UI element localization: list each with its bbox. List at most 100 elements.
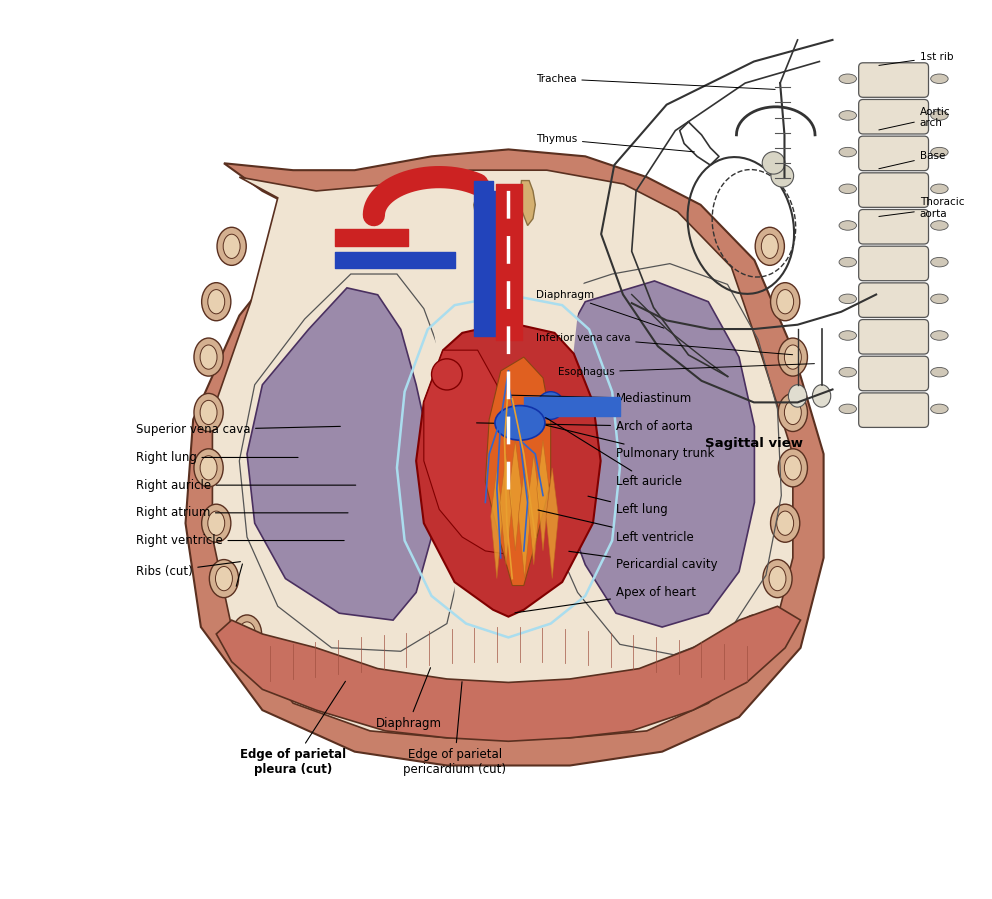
Polygon shape — [212, 170, 793, 738]
Text: Left lung: Left lung — [588, 496, 668, 516]
Ellipse shape — [500, 218, 517, 227]
FancyBboxPatch shape — [859, 100, 929, 134]
Circle shape — [762, 152, 785, 174]
Polygon shape — [247, 288, 432, 620]
FancyBboxPatch shape — [859, 136, 929, 171]
Ellipse shape — [779, 338, 807, 376]
Ellipse shape — [777, 512, 794, 535]
Ellipse shape — [194, 394, 223, 432]
Text: Left auricle: Left auricle — [546, 417, 682, 488]
FancyBboxPatch shape — [859, 283, 929, 317]
Ellipse shape — [432, 359, 462, 390]
Polygon shape — [537, 441, 550, 551]
Ellipse shape — [200, 345, 217, 369]
Ellipse shape — [238, 622, 256, 646]
Text: Arch of aorta: Arch of aorta — [476, 420, 692, 432]
Ellipse shape — [839, 111, 856, 120]
Text: Base: Base — [879, 151, 945, 169]
Ellipse shape — [194, 449, 223, 487]
Ellipse shape — [839, 331, 856, 340]
Ellipse shape — [763, 559, 792, 598]
Text: Right auricle: Right auricle — [136, 478, 356, 492]
FancyBboxPatch shape — [859, 246, 929, 280]
Text: Apex of heart: Apex of heart — [515, 586, 696, 613]
Ellipse shape — [779, 394, 807, 432]
Ellipse shape — [207, 289, 225, 314]
Ellipse shape — [500, 204, 517, 212]
Ellipse shape — [785, 456, 802, 480]
Ellipse shape — [538, 392, 564, 419]
Ellipse shape — [930, 294, 948, 304]
Text: Mediastinum: Mediastinum — [511, 392, 692, 405]
Ellipse shape — [839, 405, 856, 414]
FancyBboxPatch shape — [859, 173, 929, 208]
Text: Sagittal view: Sagittal view — [705, 437, 803, 450]
FancyBboxPatch shape — [859, 393, 929, 427]
Polygon shape — [546, 467, 558, 579]
Ellipse shape — [930, 368, 948, 377]
Circle shape — [771, 165, 794, 187]
Text: Diaphragm: Diaphragm — [375, 668, 441, 730]
Polygon shape — [519, 467, 531, 579]
Ellipse shape — [500, 211, 517, 219]
Ellipse shape — [209, 559, 238, 598]
Ellipse shape — [785, 400, 802, 424]
Polygon shape — [216, 606, 801, 742]
Text: Right ventricle: Right ventricle — [136, 534, 344, 547]
Ellipse shape — [500, 191, 517, 199]
Polygon shape — [474, 181, 489, 226]
Ellipse shape — [200, 400, 217, 424]
Polygon shape — [186, 149, 823, 766]
Text: Ribs (cut): Ribs (cut) — [136, 562, 240, 578]
Ellipse shape — [761, 235, 779, 258]
Ellipse shape — [930, 331, 948, 340]
Ellipse shape — [839, 257, 856, 267]
Polygon shape — [509, 441, 522, 551]
Ellipse shape — [201, 282, 231, 321]
Ellipse shape — [769, 566, 786, 591]
Ellipse shape — [500, 197, 517, 206]
Polygon shape — [520, 181, 536, 226]
Ellipse shape — [930, 147, 948, 156]
Text: Right atrium: Right atrium — [136, 506, 348, 520]
Text: Esophagus: Esophagus — [558, 364, 814, 378]
Ellipse shape — [755, 227, 785, 265]
Ellipse shape — [740, 615, 769, 653]
Polygon shape — [485, 357, 551, 585]
Text: Left ventricle: Left ventricle — [538, 510, 693, 544]
Ellipse shape — [194, 338, 223, 376]
Ellipse shape — [495, 405, 545, 441]
Ellipse shape — [223, 235, 240, 258]
Text: Edge of parietal
pleura (cut): Edge of parietal pleura (cut) — [240, 681, 346, 776]
FancyBboxPatch shape — [859, 319, 929, 354]
Ellipse shape — [930, 257, 948, 267]
Text: Aortic
arch: Aortic arch — [879, 107, 950, 130]
Ellipse shape — [930, 111, 948, 120]
Ellipse shape — [771, 504, 800, 542]
Ellipse shape — [930, 405, 948, 414]
Polygon shape — [528, 454, 540, 565]
FancyBboxPatch shape — [859, 63, 929, 97]
Text: Diaphragm: Diaphragm — [536, 289, 664, 328]
Ellipse shape — [789, 385, 806, 407]
Ellipse shape — [200, 456, 217, 480]
Ellipse shape — [930, 221, 948, 230]
Ellipse shape — [839, 184, 856, 193]
Text: Right lung: Right lung — [136, 451, 298, 464]
Text: Trachea: Trachea — [536, 74, 775, 89]
Ellipse shape — [207, 512, 225, 535]
Text: Edge of parietal
pericardium (cut): Edge of parietal pericardium (cut) — [403, 681, 506, 776]
Ellipse shape — [785, 345, 802, 369]
Ellipse shape — [839, 221, 856, 230]
FancyBboxPatch shape — [859, 356, 929, 391]
FancyBboxPatch shape — [859, 209, 929, 244]
Ellipse shape — [839, 294, 856, 304]
Text: Pulmonary trunk: Pulmonary trunk — [531, 422, 714, 460]
Ellipse shape — [930, 74, 948, 84]
Ellipse shape — [217, 227, 246, 265]
Ellipse shape — [746, 622, 763, 646]
Polygon shape — [424, 350, 509, 555]
Ellipse shape — [201, 504, 231, 542]
Text: Thymus: Thymus — [536, 134, 694, 152]
Text: Thoracic
aorta: Thoracic aorta — [879, 198, 964, 219]
